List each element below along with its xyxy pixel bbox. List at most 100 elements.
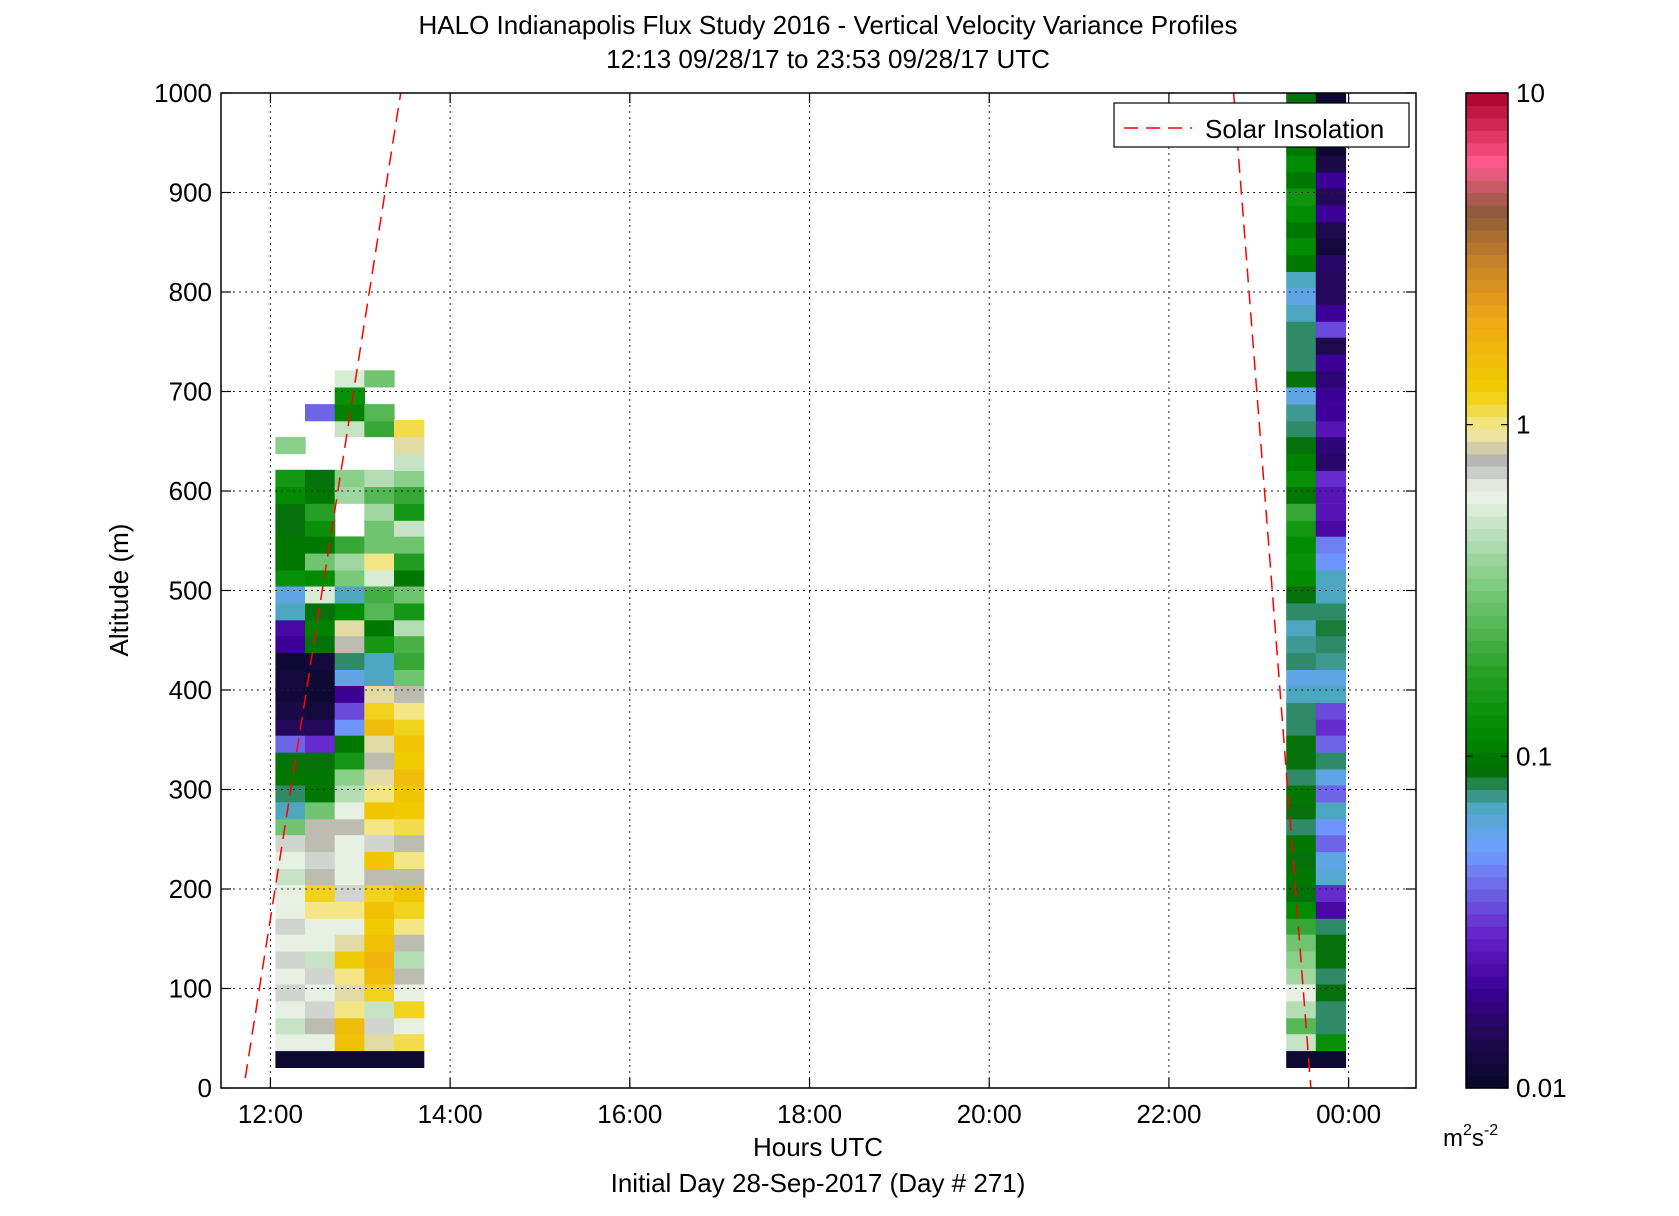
heatmap-cell	[1286, 851, 1317, 869]
heatmap-cell	[275, 901, 306, 919]
colorbar-tick-label: 1	[1516, 410, 1530, 440]
heatmap-cell	[1315, 984, 1347, 1002]
colorbar-swatch	[1466, 789, 1508, 803]
y-tick-label: 200	[169, 874, 212, 904]
axis-ticks: 12:00 14:00 16:00 18:00 20:00 22:00 00:00 0 100 2…	[154, 78, 1416, 1129]
heatmap-cell	[275, 668, 306, 686]
colorbar-swatch	[1466, 254, 1508, 268]
heatmap-cell	[394, 619, 425, 637]
heatmap-cell	[275, 519, 306, 537]
heatmap-cell	[1286, 569, 1317, 587]
heatmap-cell	[1286, 270, 1317, 288]
heatmap-cell	[394, 536, 425, 554]
colorbar-swatch	[1466, 155, 1508, 169]
heatmap-cell	[1286, 155, 1317, 173]
colorbar-swatch	[1466, 292, 1508, 306]
heatmap-cell	[1315, 254, 1347, 272]
heatmap-cell	[275, 1050, 306, 1068]
heatmap-cell	[1286, 901, 1317, 919]
colorbar-swatch	[1466, 316, 1508, 330]
heatmap-cell	[305, 619, 336, 637]
colorbar-swatch	[1466, 1038, 1508, 1052]
heatmap-cell	[305, 668, 336, 686]
colorbar-swatch	[1466, 142, 1508, 156]
heatmap-cell	[394, 802, 425, 820]
heatmap-cell	[1315, 802, 1347, 820]
heatmap-cell	[305, 951, 336, 969]
heatmap-cell	[1315, 735, 1347, 753]
heatmap-cell	[1286, 652, 1317, 670]
colorbar-swatch	[1466, 491, 1508, 505]
heatmap-cell	[364, 917, 395, 935]
heatmap-cell	[275, 685, 306, 703]
colorbar-swatch	[1466, 876, 1508, 890]
heatmap-cell	[1286, 469, 1317, 487]
heatmap-cell	[1315, 205, 1347, 223]
colorbar-swatch	[1466, 839, 1508, 853]
heatmap-cell	[275, 503, 306, 521]
x-tick-label: 16:00	[597, 1099, 662, 1129]
colorbar-swatch	[1466, 204, 1508, 218]
heatmap-cell	[364, 851, 395, 869]
solar-insolation-line	[244, 93, 402, 1079]
colorbar-swatch	[1466, 739, 1508, 753]
colorbar-swatch	[1466, 826, 1508, 840]
heatmap-cell	[334, 702, 365, 720]
heatmap-cell	[1286, 802, 1317, 820]
heatmap-cell	[275, 436, 306, 455]
heatmap-cell	[1315, 370, 1347, 388]
colorbar-swatch	[1466, 192, 1508, 206]
heatmap-cell	[394, 818, 425, 836]
colorbar-swatch	[1466, 677, 1508, 691]
heatmap-cell	[1315, 934, 1347, 952]
colorbar-swatch	[1466, 777, 1508, 791]
colorbar-swatch	[1466, 416, 1508, 430]
colorbar-swatch	[1466, 913, 1508, 927]
colorbar-tick-label: 10	[1516, 78, 1545, 108]
colorbar-swatch	[1466, 801, 1508, 815]
heatmap-cell	[305, 768, 336, 786]
colorbar-swatch	[1466, 453, 1508, 467]
heatmap-cell	[394, 884, 425, 902]
heatmap-cell	[275, 768, 306, 786]
heatmap-cell	[394, 768, 425, 786]
colorbar-units-base: m	[1443, 1125, 1463, 1152]
y-axis-label: Altitude (m)	[104, 524, 134, 657]
heatmap-cell	[364, 752, 395, 770]
heatmap-cell	[1286, 254, 1317, 272]
heatmap-cell	[364, 1033, 395, 1052]
heatmap-cell	[305, 652, 336, 670]
x-tick-label: 22:00	[1136, 1099, 1201, 1129]
colorbar-swatch	[1466, 988, 1508, 1002]
x-tick-label: 12:00	[238, 1099, 303, 1129]
heatmap-cell	[275, 867, 306, 885]
colorbar-swatch	[1466, 130, 1508, 144]
heatmap-cell	[334, 752, 365, 770]
heatmap-cell	[1315, 287, 1347, 305]
heatmap-cell	[1315, 519, 1347, 537]
heatmap-cell	[275, 486, 306, 504]
heatmap-cell	[1315, 1050, 1347, 1068]
heatmap-cell	[305, 469, 336, 487]
heatmap-cell	[305, 967, 336, 985]
y-tick-label: 900	[169, 178, 212, 208]
colorbar-swatch	[1466, 105, 1508, 119]
heatmap-cell	[364, 1001, 395, 1019]
colorbar-swatch	[1466, 926, 1508, 940]
y-tick-label: 300	[169, 775, 212, 805]
colorbar-swatch	[1466, 279, 1508, 293]
heatmap-cell	[305, 569, 336, 587]
heatmap-cell	[1286, 387, 1317, 405]
heatmap-cell	[364, 802, 395, 820]
heatmap-cell	[275, 934, 306, 952]
heatmap-cell	[1286, 337, 1317, 355]
heatmap-cell	[334, 735, 365, 753]
heatmap-cell	[334, 1050, 365, 1068]
colorbar-swatch	[1466, 1000, 1508, 1014]
heatmap-cell	[275, 1001, 306, 1019]
heatmap-cell	[305, 553, 336, 571]
heatmap-cell	[364, 967, 395, 985]
heatmap-cell	[364, 735, 395, 753]
heatmap-cell	[305, 802, 336, 820]
heatmap-cell	[394, 436, 425, 455]
